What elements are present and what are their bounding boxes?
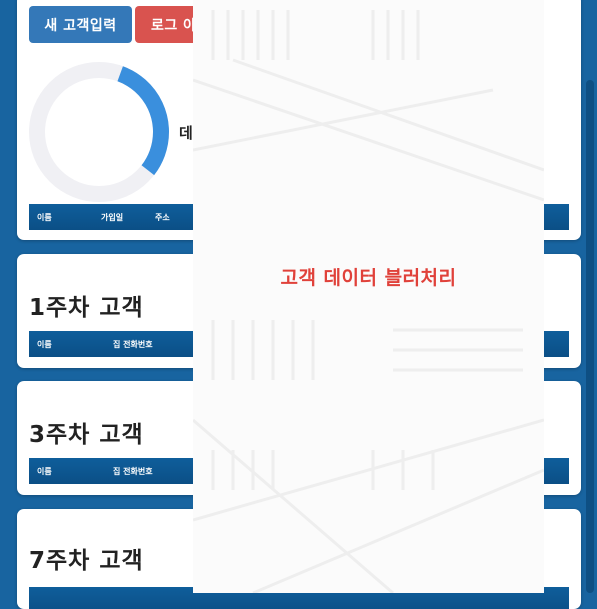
summary-label: 데	[179, 124, 193, 142]
column-header-name: 이름	[37, 340, 52, 349]
week-3-title: 3주차 고객	[29, 422, 144, 448]
blur-overlay: 고객 데이터 블러처리	[193, 0, 544, 593]
week-1-title: 1주차 고객	[29, 295, 144, 321]
week-7-title: 7주차 고객	[29, 548, 144, 574]
customer-donut-chart	[29, 62, 169, 202]
column-header-home-phone: 집 전화번호	[113, 340, 153, 349]
new-customer-button[interactable]: 새 고객입력	[29, 6, 132, 43]
page-scrollbar[interactable]	[586, 80, 594, 593]
column-header-home-phone: 집 전화번호	[113, 467, 153, 476]
column-header-address: 주소	[155, 213, 170, 222]
column-header-name: 이름	[37, 213, 52, 222]
column-header-name: 이름	[37, 467, 52, 476]
donut-arc	[29, 62, 169, 202]
blur-notice: 고객 데이터 블러처리	[280, 267, 457, 289]
column-header-join-date: 가입일	[101, 213, 124, 222]
blur-texture	[193, 10, 544, 593]
